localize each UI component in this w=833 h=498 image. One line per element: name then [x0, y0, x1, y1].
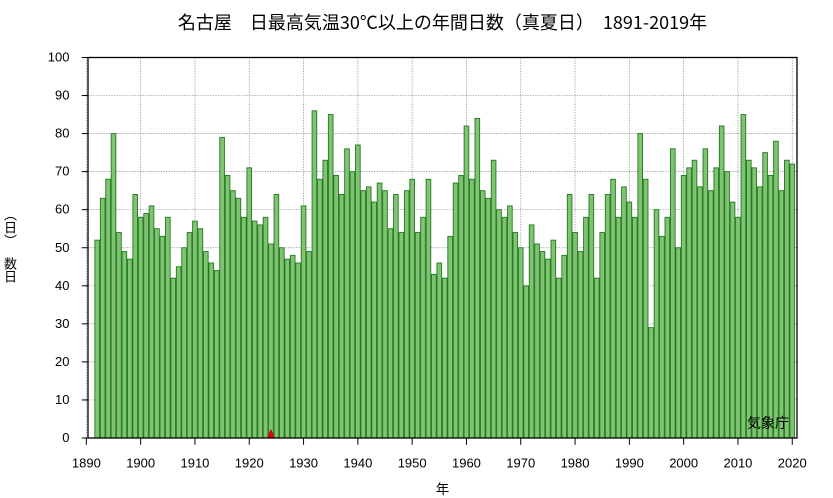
svg-text:20: 20: [55, 354, 69, 369]
svg-text:1930: 1930: [289, 456, 318, 471]
svg-text:0: 0: [62, 430, 69, 445]
svg-text:2000: 2000: [669, 456, 698, 471]
svg-text:1960: 1960: [452, 456, 481, 471]
svg-text:2010: 2010: [723, 456, 752, 471]
svg-text:10: 10: [55, 392, 69, 407]
svg-text:30: 30: [55, 316, 69, 331]
svg-text:1920: 1920: [235, 456, 264, 471]
svg-text:1890: 1890: [72, 456, 101, 471]
svg-text:100: 100: [48, 50, 70, 65]
svg-text:1970: 1970: [506, 456, 535, 471]
svg-text:1910: 1910: [180, 456, 209, 471]
svg-text:1980: 1980: [561, 456, 590, 471]
svg-text:60: 60: [55, 202, 69, 217]
svg-text:気象庁: 気象庁: [747, 413, 789, 433]
svg-text:50: 50: [55, 240, 69, 255]
svg-text:1990: 1990: [615, 456, 644, 471]
svg-text:80: 80: [55, 126, 69, 141]
svg-text:70: 70: [55, 164, 69, 179]
svg-text:40: 40: [55, 278, 69, 293]
svg-text:1940: 1940: [343, 456, 372, 471]
svg-text:1950: 1950: [398, 456, 427, 471]
svg-text:2020: 2020: [778, 456, 807, 471]
svg-text:90: 90: [55, 88, 69, 103]
svg-text:1900: 1900: [126, 456, 155, 471]
